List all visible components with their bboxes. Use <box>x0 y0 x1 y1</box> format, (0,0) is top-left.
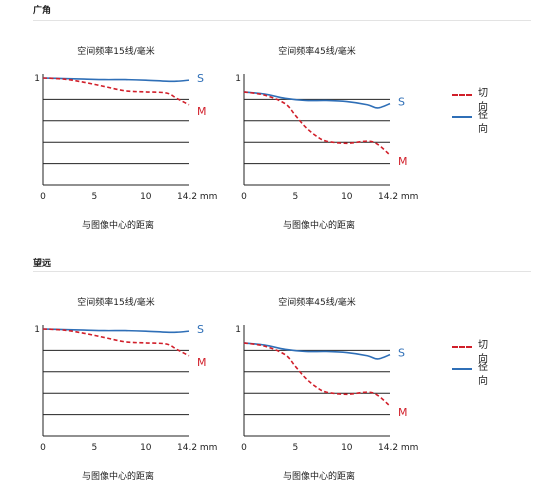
x-tick-label: 0 <box>40 192 46 202</box>
series-m-line <box>243 342 391 407</box>
chart-title: 空间频率15线/毫米 <box>77 45 155 57</box>
legend-swatch-dashed <box>452 346 472 348</box>
section-title-tele: 望远 <box>33 259 52 269</box>
y-tick-label: 1 <box>235 325 241 335</box>
series-m-line <box>42 328 190 357</box>
x-axis-label: 与图像中心的距离 <box>283 470 355 482</box>
series-s-line <box>243 91 391 109</box>
series-m-label: M <box>197 356 207 369</box>
series-s-label: S <box>197 72 204 85</box>
x-tick-label: 14.2 mm <box>378 192 418 202</box>
series-s-label: S <box>197 323 204 336</box>
x-tick-label: 0 <box>241 192 247 202</box>
series-m-label: M <box>398 406 408 419</box>
x-tick-label: 10 <box>341 443 353 453</box>
series-m-label: M <box>398 155 408 168</box>
x-tick-label: 10 <box>140 443 152 453</box>
section-title-wide: 广角 <box>33 6 52 16</box>
series-s-label: S <box>398 96 405 109</box>
legend-label-sagittal: 径向 <box>478 362 488 387</box>
x-tick-label: 14.2 mm <box>177 443 217 453</box>
series-s-line <box>42 77 190 83</box>
y-tick-label: 1 <box>34 74 40 84</box>
legend-swatch-solid <box>452 368 472 370</box>
x-tick-label: 0 <box>40 443 46 453</box>
legend-label-tangential: 切向 <box>478 88 488 113</box>
y-tick-label: 1 <box>34 325 40 335</box>
series-m-label: M <box>197 105 207 118</box>
x-axis-label: 与图像中心的距离 <box>82 470 154 482</box>
legend-label-tangential: 切向 <box>478 340 488 365</box>
series-m-line <box>243 91 391 156</box>
chart-title: 空间频率15线/毫米 <box>77 296 155 308</box>
legend-swatch-solid <box>452 116 472 118</box>
series-s-line <box>42 328 190 334</box>
chart-title: 空间频率45线/毫米 <box>278 296 356 308</box>
x-tick-label: 0 <box>241 443 247 453</box>
series-s-label: S <box>398 347 405 360</box>
y-tick-label: 1 <box>235 74 241 84</box>
series-s-line <box>243 342 391 360</box>
chart-title: 空间频率45线/毫米 <box>278 45 356 57</box>
x-tick-label: 5 <box>293 192 299 202</box>
x-tick-label: 5 <box>293 443 299 453</box>
x-tick-label: 10 <box>341 192 353 202</box>
series-m-line <box>42 77 190 106</box>
x-tick-label: 5 <box>92 192 98 202</box>
x-tick-label: 5 <box>92 443 98 453</box>
section-divider <box>33 271 531 272</box>
x-tick-label: 14.2 mm <box>378 443 418 453</box>
section-divider <box>33 20 531 21</box>
x-tick-label: 14.2 mm <box>177 192 217 202</box>
legend-swatch-dashed <box>452 94 472 96</box>
x-axis-label: 与图像中心的距离 <box>82 219 154 231</box>
x-tick-label: 10 <box>140 192 152 202</box>
x-axis-label: 与图像中心的距离 <box>283 219 355 231</box>
legend-label-sagittal: 径向 <box>478 110 488 135</box>
